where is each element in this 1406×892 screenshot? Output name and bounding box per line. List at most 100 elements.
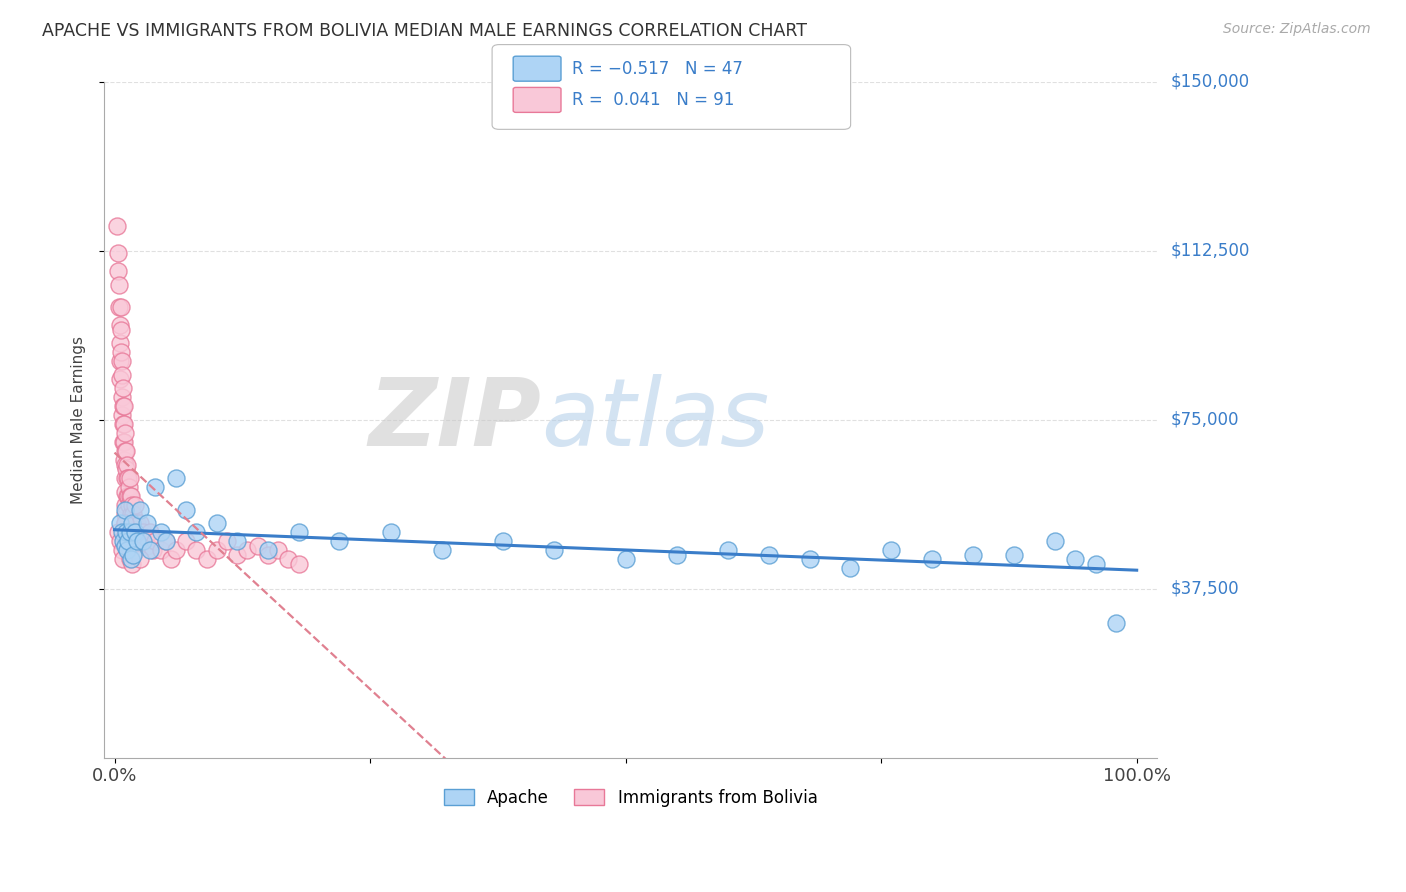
Point bbox=[108, 318, 131, 333]
Point bbox=[114, 462, 136, 476]
Point bbox=[112, 399, 135, 413]
Point bbox=[107, 300, 129, 314]
Point bbox=[111, 525, 134, 540]
Point bbox=[121, 557, 143, 571]
Point bbox=[277, 552, 299, 566]
Point bbox=[267, 543, 290, 558]
Point bbox=[128, 525, 150, 540]
Point bbox=[186, 525, 208, 540]
Point bbox=[111, 534, 134, 549]
Point bbox=[108, 354, 131, 368]
Point bbox=[149, 525, 172, 540]
Point bbox=[118, 552, 141, 566]
Point bbox=[111, 390, 134, 404]
Point bbox=[614, 552, 637, 566]
Point bbox=[132, 534, 155, 549]
Point bbox=[112, 435, 135, 450]
Point bbox=[155, 534, 177, 549]
Point bbox=[118, 525, 141, 540]
Point bbox=[112, 453, 135, 467]
Point bbox=[117, 489, 139, 503]
Point bbox=[142, 543, 165, 558]
Point bbox=[111, 543, 134, 558]
Point bbox=[236, 543, 259, 558]
Point bbox=[287, 557, 309, 571]
Point bbox=[758, 548, 780, 562]
Point bbox=[114, 484, 136, 499]
Point bbox=[246, 539, 269, 553]
Point bbox=[112, 417, 135, 432]
Point bbox=[110, 345, 132, 359]
Point bbox=[107, 264, 129, 278]
Point bbox=[145, 534, 167, 549]
Point bbox=[257, 548, 280, 562]
Point bbox=[665, 548, 688, 562]
Point bbox=[257, 543, 280, 558]
Text: R =  0.041   N = 91: R = 0.041 N = 91 bbox=[572, 91, 734, 109]
Point bbox=[110, 300, 132, 314]
Point bbox=[114, 516, 136, 531]
Text: $112,500: $112,500 bbox=[1171, 242, 1250, 260]
Point bbox=[107, 277, 129, 292]
Text: $150,000: $150,000 bbox=[1171, 73, 1250, 91]
Point bbox=[115, 458, 138, 472]
Y-axis label: Median Male Earnings: Median Male Earnings bbox=[72, 335, 86, 504]
Legend: Apache, Immigrants from Bolivia: Apache, Immigrants from Bolivia bbox=[437, 782, 824, 814]
Point bbox=[114, 508, 136, 522]
Point bbox=[115, 543, 138, 558]
Point bbox=[108, 534, 131, 549]
Point bbox=[492, 534, 515, 549]
Text: ZIP: ZIP bbox=[368, 374, 541, 466]
Point bbox=[1002, 548, 1025, 562]
Point bbox=[328, 534, 350, 549]
Point bbox=[117, 534, 139, 549]
Point bbox=[195, 552, 218, 566]
Point bbox=[108, 372, 131, 386]
Point bbox=[111, 417, 134, 432]
Point bbox=[186, 543, 208, 558]
Point bbox=[1043, 534, 1066, 549]
Point bbox=[880, 543, 903, 558]
Text: $75,000: $75,000 bbox=[1171, 411, 1240, 429]
Text: R = −0.517   N = 47: R = −0.517 N = 47 bbox=[572, 60, 744, 78]
Point bbox=[120, 489, 142, 503]
Point bbox=[125, 516, 148, 531]
Point bbox=[110, 323, 132, 337]
Point bbox=[132, 525, 155, 540]
Point bbox=[159, 552, 181, 566]
Text: atlas: atlas bbox=[541, 375, 769, 466]
Point bbox=[114, 525, 136, 540]
Point bbox=[111, 435, 134, 450]
Point bbox=[118, 499, 141, 513]
Point bbox=[125, 534, 148, 549]
Point bbox=[114, 499, 136, 513]
Point bbox=[1084, 557, 1107, 571]
Point bbox=[115, 489, 138, 503]
Point bbox=[118, 471, 141, 485]
Point bbox=[114, 471, 136, 485]
Point bbox=[108, 516, 131, 531]
Point bbox=[839, 561, 862, 575]
Point bbox=[111, 409, 134, 423]
Point bbox=[107, 525, 129, 540]
Point bbox=[124, 543, 146, 558]
Text: Source: ZipAtlas.com: Source: ZipAtlas.com bbox=[1223, 22, 1371, 37]
Point bbox=[122, 525, 145, 540]
Point bbox=[145, 480, 167, 494]
Point bbox=[114, 444, 136, 458]
Point bbox=[149, 543, 172, 558]
Point bbox=[1064, 552, 1087, 566]
Point bbox=[430, 543, 453, 558]
Point bbox=[124, 525, 146, 540]
Point bbox=[122, 508, 145, 522]
Point bbox=[114, 426, 136, 441]
Point bbox=[215, 534, 238, 549]
Point bbox=[129, 552, 152, 566]
Point bbox=[115, 471, 138, 485]
Point bbox=[129, 530, 152, 544]
Point bbox=[117, 471, 139, 485]
Point bbox=[129, 503, 152, 517]
Point bbox=[287, 525, 309, 540]
Point bbox=[118, 480, 141, 494]
Point bbox=[114, 458, 136, 472]
